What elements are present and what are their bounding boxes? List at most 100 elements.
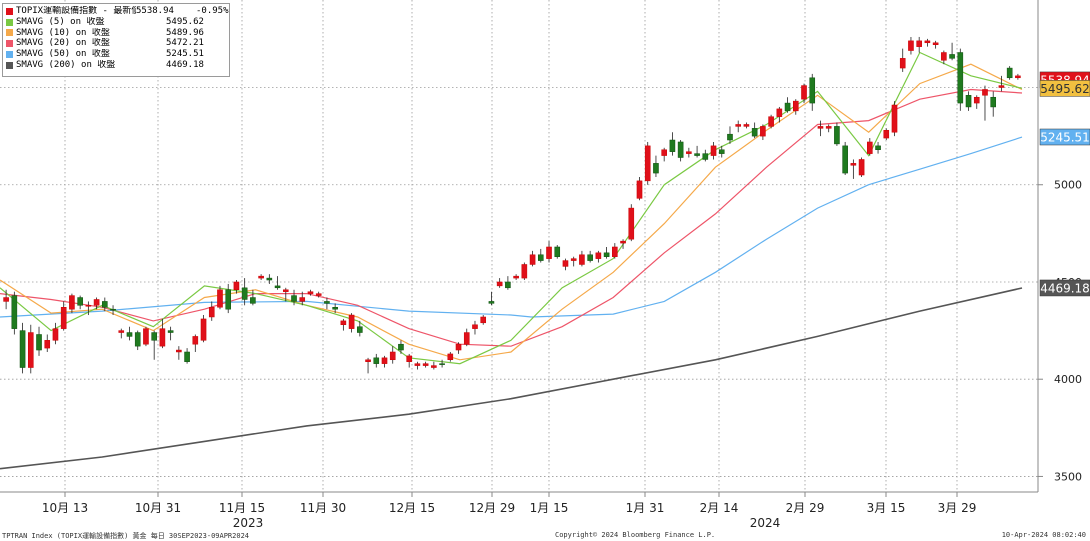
candle <box>603 246 610 259</box>
candle-body <box>241 287 248 300</box>
candle <box>817 120 824 137</box>
candle-body <box>949 54 955 59</box>
candle <box>167 326 174 341</box>
legend-name: SMAVG (200) on 收盤 <box>16 59 116 70</box>
candle <box>398 340 404 354</box>
candle-body <box>102 301 108 308</box>
candle <box>768 114 774 129</box>
candle <box>801 83 807 104</box>
candle <box>735 120 742 133</box>
legend-swatch <box>6 61 13 69</box>
candle-body <box>291 295 297 302</box>
candle <box>299 291 306 306</box>
x-tick-label: 1月 31 <box>626 501 665 515</box>
candle-body <box>11 295 18 329</box>
candle <box>505 276 511 290</box>
candle <box>480 315 487 325</box>
x-tick-label: 1月 15 <box>530 501 569 515</box>
candle-body <box>990 96 997 108</box>
candle <box>134 330 141 351</box>
candle-body <box>381 357 388 364</box>
candle-body <box>842 145 848 174</box>
candle-body <box>801 85 807 100</box>
candle-body <box>110 308 116 311</box>
value-tag-label: 5495.62 <box>1040 82 1090 96</box>
candle-body <box>735 124 742 127</box>
candle <box>36 326 42 356</box>
candle <box>258 274 264 281</box>
candle <box>941 50 947 65</box>
candle <box>463 328 470 347</box>
candle-body <box>875 145 881 150</box>
legend-value: 5245.51 <box>166 49 204 60</box>
candle <box>19 322 26 374</box>
legend-value: 5472.21 <box>166 38 204 49</box>
candle <box>233 280 240 294</box>
candle-body <box>932 42 939 45</box>
candle-body <box>184 351 190 362</box>
candle-body <box>570 258 577 261</box>
value-tag-label: 4469.18 <box>1040 281 1090 295</box>
candle-body <box>3 297 9 302</box>
candle-body <box>916 40 922 47</box>
candle-body <box>167 330 174 333</box>
candle-body <box>389 351 396 361</box>
candle-body <box>348 314 355 329</box>
candle-body <box>1006 67 1013 79</box>
candle <box>546 241 552 263</box>
ma-line <box>0 51 1023 365</box>
candle <box>570 256 577 267</box>
candle <box>834 122 840 146</box>
candle <box>760 124 766 141</box>
candle <box>809 73 816 111</box>
candle <box>315 291 322 298</box>
candle-body <box>1015 75 1021 79</box>
candle <box>250 289 256 306</box>
candle-body <box>587 254 593 261</box>
candle-body <box>19 330 26 368</box>
candle-body <box>340 320 347 326</box>
candle-body <box>324 301 330 304</box>
x-tick-label: 10月 13 <box>42 501 88 515</box>
candle-body <box>653 163 659 174</box>
candle <box>431 361 437 370</box>
value-tag-bg <box>1039 80 1090 97</box>
candle <box>916 36 922 53</box>
candle <box>990 91 997 117</box>
candle-body <box>710 145 717 156</box>
candle <box>282 287 289 302</box>
candle-body <box>176 349 182 353</box>
legend-swatch <box>6 18 13 26</box>
legend-item: TOPIX運輸設備指數 - 最新價 5538.94 -0.95% <box>6 6 229 17</box>
grid-lines <box>0 0 1038 492</box>
candle-body <box>69 295 75 310</box>
candle <box>850 159 857 179</box>
candle-body <box>891 104 898 133</box>
legend-item: SMAVG (20) on 收盤 5472.21 <box>6 38 226 49</box>
year-label: 2024 <box>750 516 781 530</box>
legend-name: SMAVG (5) on 收盤 <box>16 16 105 27</box>
candle-body <box>398 343 404 351</box>
candle <box>686 147 692 158</box>
candle-body <box>998 85 1005 88</box>
candle-body <box>505 281 511 289</box>
candle-body <box>192 336 199 345</box>
candle <box>373 353 380 368</box>
candle <box>44 334 51 352</box>
candle-body <box>513 275 519 279</box>
value-tag: 5495.62 <box>1039 80 1090 97</box>
candle-body <box>299 297 306 302</box>
candle <box>875 141 881 154</box>
value-tag: 5245.51 <box>1039 128 1090 146</box>
candle-body <box>159 328 166 347</box>
candle <box>628 204 635 242</box>
candle <box>957 48 964 111</box>
y-tick-label: 4000 <box>1054 373 1082 386</box>
candle <box>307 289 314 296</box>
y-axis-ticks: 3500400050004500 <box>1038 179 1082 483</box>
candle <box>908 36 914 55</box>
legend-name: TOPIX運輸設備指數 - 最新價 <box>16 6 136 16</box>
x-axis-ticks: 10月 13 10月 31 11月 15 11月 30 12月 15 12月 29 1月 1… <box>42 492 976 530</box>
candle-body <box>850 163 857 166</box>
candle <box>521 262 528 281</box>
